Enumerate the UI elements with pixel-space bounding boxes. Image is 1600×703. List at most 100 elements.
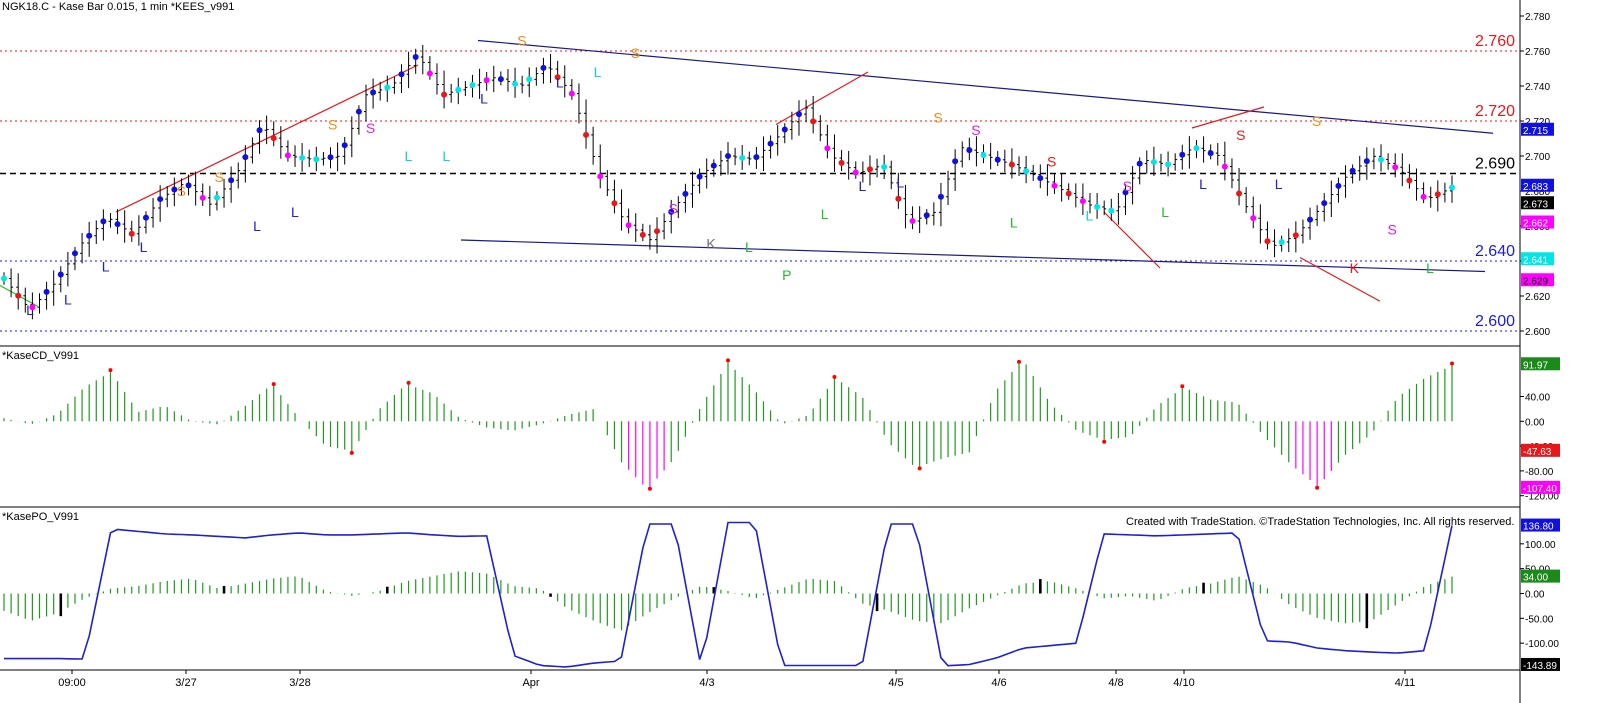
- signal-marker: L: [1161, 204, 1169, 220]
- price-bar: [682, 183, 689, 213]
- cd-tick-label: -120.00: [1525, 492, 1559, 503]
- price-dot: [725, 153, 731, 159]
- price-bar: [1428, 186, 1433, 208]
- price-bar: [1094, 193, 1101, 219]
- price-bar: [284, 140, 291, 162]
- time-tick-label: 4/6: [991, 677, 1006, 689]
- price-dot: [1335, 182, 1342, 189]
- price-bar: [455, 77, 462, 105]
- signal-marker: L: [594, 64, 602, 80]
- price-dot: [157, 196, 164, 203]
- price-bar: [23, 287, 28, 313]
- price-dot: [611, 200, 618, 207]
- signal-marker: L: [896, 174, 904, 190]
- time-axis: 09:00 3/27 3/28 Apr 4/3 4/5 4/6 4/8 4/10 4/11: [58, 670, 1415, 689]
- price-bar: [1386, 153, 1391, 170]
- price-dot: [781, 126, 788, 133]
- price-dot: [483, 77, 490, 84]
- price-dot: [739, 154, 746, 161]
- price-bar: [937, 182, 944, 227]
- signal-marker: S: [1123, 178, 1132, 194]
- price-bar: [1244, 187, 1249, 213]
- price-bar: [676, 196, 681, 219]
- price-bar: [1286, 228, 1291, 253]
- price-dot: [866, 166, 873, 173]
- price-bar: [832, 134, 837, 172]
- price-bar: [278, 126, 283, 159]
- price-tag-label: 2.715: [1523, 126, 1548, 137]
- time-tick-label: 09:00: [58, 677, 86, 689]
- price-bar: [1150, 146, 1157, 176]
- price-panel: 2.7802.7602.7402.7202.7002.6802.6602.640…: [0, 12, 1554, 338]
- po-line: [4, 521, 1453, 668]
- price-bar: [960, 141, 965, 168]
- price-tag: 2.715: [1521, 122, 1554, 137]
- signal-marker: L: [404, 148, 412, 164]
- cd-peak-dot: [108, 368, 113, 373]
- signal-marker: K: [1350, 260, 1360, 276]
- price-bar: [1108, 198, 1115, 221]
- price-dot: [540, 64, 547, 71]
- price-dot: [895, 195, 902, 202]
- time-tick-label: Apr: [522, 677, 539, 689]
- price-bar: [980, 144, 987, 164]
- signal-marker: S: [215, 169, 224, 185]
- price-bar: [1264, 221, 1271, 250]
- price-bar: [341, 137, 348, 165]
- price-bar: [775, 124, 780, 156]
- po-value-tag-label: 136.80: [1523, 522, 1554, 533]
- price-dot: [426, 70, 433, 77]
- signal-marker: S: [631, 45, 640, 61]
- price-dot: [497, 76, 504, 83]
- price-bar: [1321, 193, 1328, 222]
- price-bar: [37, 293, 42, 314]
- price-bar: [1173, 153, 1178, 171]
- price-bar: [747, 151, 752, 166]
- price-dot: [242, 154, 249, 161]
- price-dot: [923, 212, 930, 219]
- price-dot: [29, 304, 36, 311]
- po-value-tag: -143.89: [1521, 657, 1560, 672]
- price-tag-label: 2.683: [1523, 182, 1548, 193]
- price-bar: [51, 270, 56, 306]
- price-bar: [860, 161, 865, 183]
- price-bar: [639, 223, 646, 242]
- cd-peak-dot: [647, 486, 652, 491]
- price-dot: [114, 221, 121, 228]
- price-bar: [179, 178, 184, 196]
- price-bar: [193, 171, 198, 206]
- price-bar: [9, 268, 14, 298]
- price-bar: [236, 162, 241, 189]
- price-dot: [1250, 215, 1257, 222]
- price-dot: [1449, 184, 1455, 191]
- price-bar: [1349, 164, 1356, 184]
- price-bar: [520, 75, 525, 94]
- price-dot: [1193, 145, 1200, 152]
- price-bar: [988, 143, 993, 170]
- reference-line-label: 2.760: [1475, 33, 1515, 50]
- price-bar: [65, 251, 70, 287]
- price-bar: [591, 126, 596, 165]
- price-bar: [1031, 164, 1036, 181]
- price-bar: [1357, 155, 1362, 181]
- signal-marker: L: [1426, 260, 1434, 276]
- signal-marker: S: [177, 183, 186, 199]
- price-bar: [1059, 173, 1064, 202]
- price-bar: [804, 99, 809, 123]
- price-dot: [199, 194, 206, 201]
- price-dot: [412, 53, 419, 60]
- price-tick-label: 2.600: [1525, 327, 1550, 338]
- price-bar: [725, 142, 731, 175]
- price-dot: [1065, 190, 1072, 197]
- price-dot: [455, 86, 462, 93]
- price-dot: [1363, 158, 1370, 165]
- price-bar: [625, 208, 632, 234]
- price-bar: [875, 158, 880, 178]
- price-bar: [406, 51, 411, 89]
- signal-marker: L: [821, 206, 829, 222]
- price-bar: [952, 149, 959, 191]
- cd-value-tag-label: -47.63: [1523, 447, 1552, 458]
- po-tick-label: -50.00: [1525, 614, 1554, 625]
- price-dot: [568, 90, 575, 97]
- price-bar: [1371, 148, 1376, 170]
